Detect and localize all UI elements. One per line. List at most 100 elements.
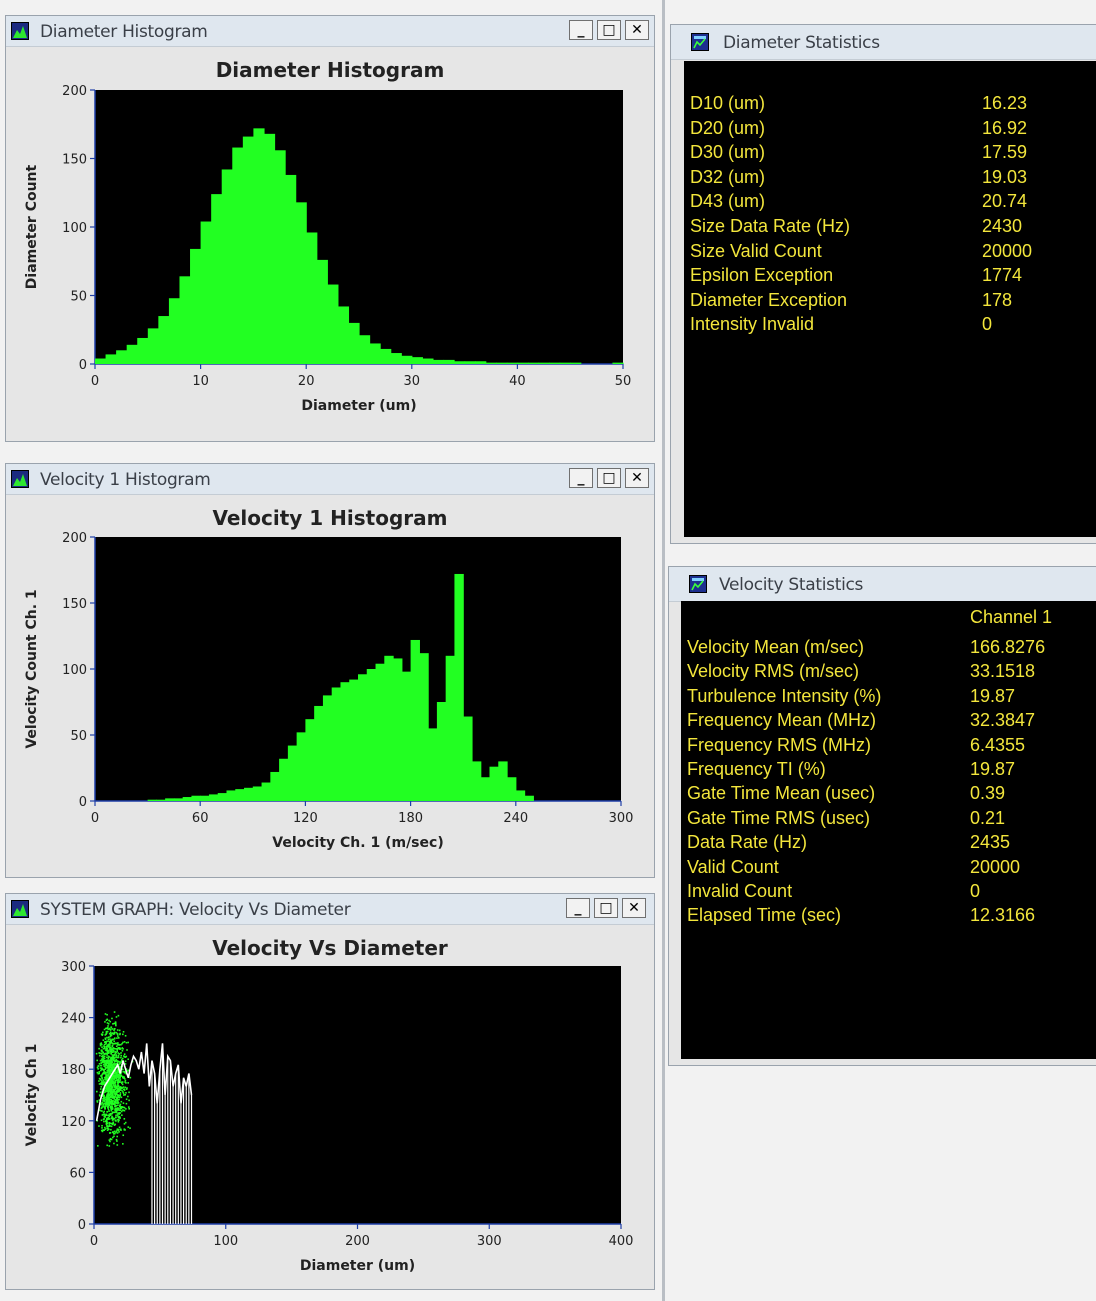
scatter-point — [108, 1063, 111, 1065]
diameter-histogram-window[interactable]: Diameter Histogram _ □ ✕ Diameter Histog… — [5, 15, 655, 442]
velocity-histogram-titlebar[interactable]: Velocity 1 Histogram _ □ ✕ — [6, 464, 654, 495]
histogram-bar — [401, 355, 413, 364]
stat-label: Turbulence Intensity (%) — [687, 685, 882, 706]
scatter-point — [99, 1102, 102, 1105]
close-button[interactable]: ✕ — [625, 20, 649, 40]
diameter-histogram-titlebar[interactable]: Diameter Histogram _ □ ✕ — [6, 16, 654, 47]
maximize-button[interactable]: □ — [597, 468, 621, 488]
histogram-bar — [190, 248, 202, 364]
scatter-point — [115, 1111, 118, 1114]
histogram-bar — [366, 669, 377, 801]
scatter-point — [110, 1128, 112, 1131]
scatter-point — [110, 1066, 113, 1069]
histogram-bar — [200, 795, 210, 801]
scatter-point — [113, 1057, 116, 1059]
scatter-point — [110, 1069, 113, 1072]
scatter-point — [108, 1115, 111, 1118]
scatter-point — [106, 1050, 109, 1053]
scatter-point — [111, 1101, 114, 1103]
minimize-button[interactable]: _ — [569, 20, 593, 40]
scatter-point — [111, 1108, 114, 1110]
scatter-point — [104, 1107, 107, 1110]
scatter-point — [111, 1099, 113, 1102]
scatter-point — [116, 1066, 119, 1069]
scatter-point — [96, 1059, 99, 1062]
scatter-point — [109, 1045, 111, 1047]
velocity-histogram-window[interactable]: Velocity 1 Histogram _ □ ✕ Velocity 1 Hi… — [5, 463, 655, 878]
scatter-point — [109, 1106, 112, 1108]
scatter-point — [107, 1049, 109, 1052]
stat-label: Epsilon Exception — [690, 265, 834, 286]
diameter-statistics-window[interactable]: Diameter Statistics D10 (um) 16.23 D20 (um… — [670, 24, 1096, 544]
scatter-point — [117, 1101, 119, 1103]
scatter-point — [111, 1058, 113, 1061]
scatter-point — [115, 1054, 117, 1056]
scatter-point — [118, 1109, 121, 1111]
scatter-point — [103, 1110, 106, 1113]
stat-value: 2435 — [970, 832, 1011, 853]
system-graph-window[interactable]: SYSTEM GRAPH: Velocity Vs Diameter _ □ ✕… — [5, 893, 655, 1290]
scatter-point — [102, 1069, 105, 1072]
scatter-point — [112, 1066, 115, 1068]
scatter-point — [118, 1047, 121, 1050]
pane-divider[interactable] — [662, 0, 665, 1301]
close-button[interactable]: ✕ — [625, 468, 649, 488]
x-tick-label: 0 — [91, 374, 99, 389]
y-tick-label: 50 — [70, 290, 87, 305]
scatter-point — [111, 1080, 114, 1083]
scatter-point — [106, 1103, 109, 1105]
histogram-bar — [359, 335, 371, 364]
scatter-point — [108, 1032, 111, 1035]
stat-value: 0 — [970, 881, 981, 901]
scatter-point — [117, 1129, 120, 1132]
scatter-point — [123, 1070, 126, 1073]
scatter-point — [107, 1038, 110, 1041]
scatter-point — [119, 1117, 121, 1119]
scatter-point — [108, 1094, 110, 1097]
scatter-point — [99, 1064, 102, 1067]
scatter-point — [114, 1081, 117, 1084]
system-graph-titlebar[interactable]: SYSTEM GRAPH: Velocity Vs Diameter _ □ ✕ — [6, 894, 654, 925]
scatter-point — [115, 1131, 117, 1134]
histogram-bar — [485, 362, 497, 364]
scatter-point — [105, 1060, 107, 1063]
scatter-point — [112, 1064, 114, 1066]
scatter-point — [113, 1098, 116, 1100]
stat-label: Valid Count — [687, 856, 779, 877]
histogram-bar — [261, 782, 271, 801]
scatter-point — [112, 1073, 114, 1076]
scatter-point — [109, 1092, 112, 1094]
x-tick-label: 0 — [90, 1234, 98, 1249]
velocity-statistics-window[interactable]: Velocity Statistics Channel 1 Velocity M… — [668, 566, 1096, 1066]
scatter-point — [112, 1068, 114, 1071]
scatter-point — [103, 1065, 106, 1068]
scatter-point — [96, 1090, 98, 1093]
scatter-point — [116, 1097, 118, 1100]
scatter-point — [119, 1086, 122, 1088]
scatter-point — [105, 1032, 108, 1035]
velocity-statistics-titlebar[interactable]: Velocity Statistics — [669, 567, 1096, 602]
scatter-point — [116, 1033, 119, 1035]
diameter-statistics-titlebar[interactable]: Diameter Statistics — [671, 25, 1096, 60]
histogram-bar — [393, 658, 403, 801]
scatter-point — [103, 1115, 106, 1118]
maximize-button[interactable]: □ — [597, 20, 621, 40]
scatter-point — [125, 1082, 127, 1084]
histogram-bar — [549, 362, 561, 364]
scatter-point — [117, 1073, 119, 1075]
scatter-point — [121, 1049, 124, 1052]
scatter-point — [107, 1114, 109, 1117]
maximize-button[interactable]: □ — [594, 898, 618, 918]
stat-row: Turbulence Intensity (%) 19.87 — [681, 686, 1096, 710]
minimize-button[interactable]: _ — [569, 468, 593, 488]
scatter-point — [109, 1096, 112, 1098]
scatter-point — [111, 1028, 113, 1030]
scatter-point — [102, 1111, 105, 1114]
scatter-point — [121, 1057, 124, 1060]
scatter-point — [107, 1075, 110, 1078]
close-button[interactable]: ✕ — [622, 898, 646, 918]
scatter-point — [113, 1130, 116, 1133]
minimize-button[interactable]: _ — [566, 898, 590, 918]
scatter-point — [105, 1019, 108, 1022]
scatter-point — [104, 1013, 107, 1015]
